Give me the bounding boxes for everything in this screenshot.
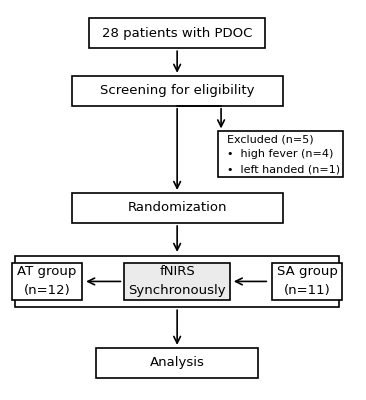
- FancyBboxPatch shape: [89, 18, 265, 48]
- FancyBboxPatch shape: [124, 262, 230, 300]
- Text: fNIRS
Synchronously: fNIRS Synchronously: [128, 266, 226, 298]
- Text: AT group
(n=12): AT group (n=12): [18, 266, 77, 298]
- Text: Excluded (n=5)
•  high fever (n=4)
•  left handed (n=1): Excluded (n=5) • high fever (n=4) • left…: [227, 134, 340, 174]
- Text: SA group
(n=11): SA group (n=11): [277, 266, 337, 298]
- FancyBboxPatch shape: [72, 193, 283, 223]
- FancyBboxPatch shape: [219, 132, 343, 177]
- Text: Randomization: Randomization: [127, 202, 227, 214]
- FancyBboxPatch shape: [96, 348, 258, 378]
- FancyBboxPatch shape: [12, 262, 82, 300]
- Text: 28 patients with PDOC: 28 patients with PDOC: [102, 27, 252, 40]
- FancyBboxPatch shape: [15, 256, 339, 307]
- Text: Analysis: Analysis: [150, 356, 205, 369]
- FancyBboxPatch shape: [272, 262, 342, 300]
- FancyBboxPatch shape: [72, 76, 283, 106]
- Text: Screening for eligibility: Screening for eligibility: [100, 84, 254, 97]
